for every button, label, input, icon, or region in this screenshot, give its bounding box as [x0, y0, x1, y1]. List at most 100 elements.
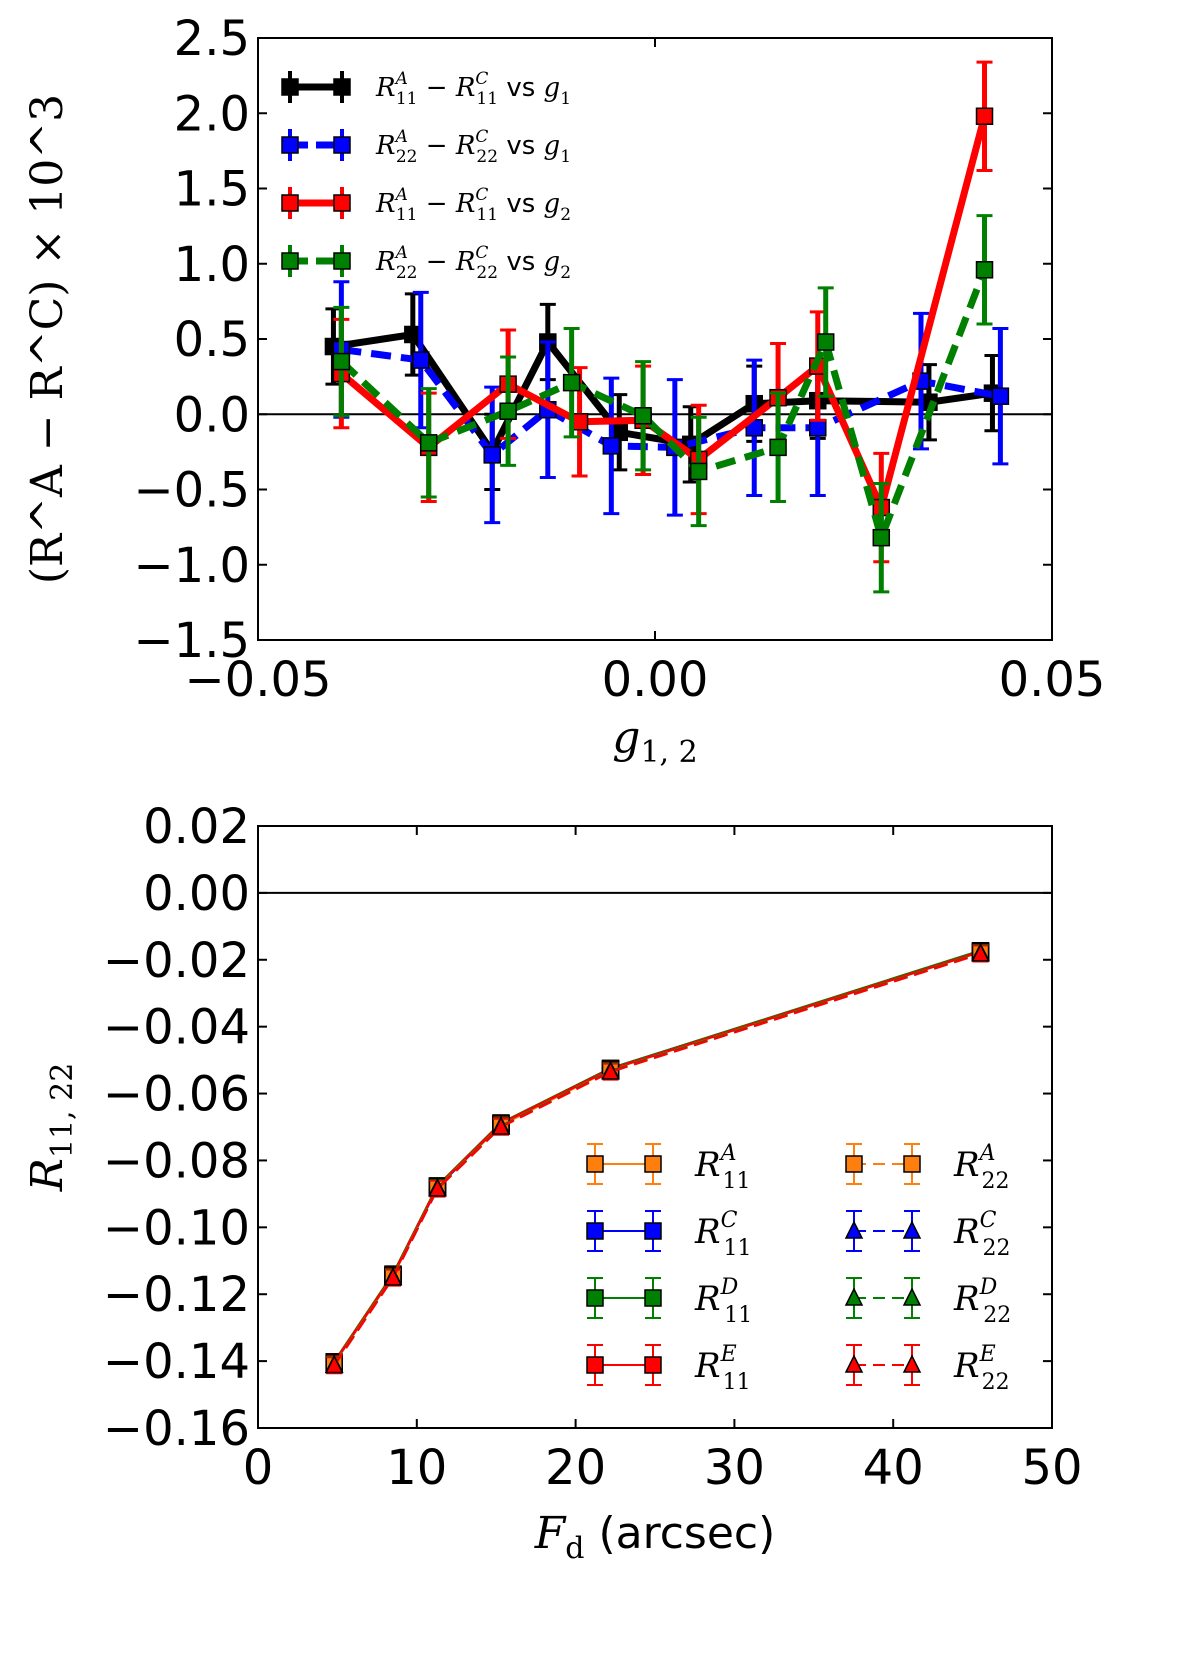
legend-sup: A: [394, 127, 408, 147]
legend-item-6: RD 22: [844, 1275, 1011, 1328]
y-tick-label: −0.10: [103, 1200, 250, 1256]
legend-marker: [333, 78, 351, 96]
data-point: [975, 107, 994, 126]
data-point: [412, 351, 430, 369]
legend-sub: 22: [982, 1169, 1010, 1194]
y-tick-label: 2.0: [174, 86, 250, 142]
legend-r: R: [694, 1145, 721, 1185]
legend-item-0: RA 11 − RC 11 vs g1: [281, 69, 571, 109]
top-chart: −1.5 −1.0 −0.5 0.0 0.5 1.0 1.5 2.0 2.5 −0.05 0.00 0…: [22, 11, 1105, 770]
legend-vs: vs: [498, 131, 543, 161]
series-line: [338, 268, 988, 549]
legend-marker: [281, 78, 299, 96]
legend-minus: −: [418, 131, 456, 161]
legend-gsub: 2: [560, 205, 571, 225]
legend-sup: A: [719, 1141, 737, 1166]
y-tick-label: 0.5: [174, 312, 250, 368]
data-point: [809, 419, 827, 437]
x-tick-label: −0.05: [184, 652, 331, 708]
legend-sub: 11: [396, 205, 418, 225]
y-label-sub: 11, 22: [45, 1063, 80, 1158]
legend-label: RA 22 − RC 22 vs g2: [375, 243, 571, 283]
legend-item-3: RE 11: [586, 1342, 751, 1395]
data-point: [499, 402, 517, 420]
legend-label: RA 11 − RC 11 vs g2: [375, 185, 571, 225]
legend-r: R: [953, 1212, 980, 1252]
legend-marker: [902, 1354, 922, 1373]
x-tick-label: 0.00: [602, 652, 709, 708]
legend-sub: 22: [396, 263, 418, 283]
legend-label: RA 22 − RC 22 vs g1: [375, 127, 571, 167]
y-tick-label: −0.14: [103, 1334, 250, 1390]
y-tick-label: −0.08: [103, 1133, 250, 1189]
legend-g: g: [544, 189, 561, 219]
legend-g: g: [544, 73, 561, 103]
legend-marker: [333, 252, 351, 270]
x-label-sub: 1, 2: [640, 735, 697, 770]
legend-sub: 11: [723, 1236, 751, 1261]
y-axis-label: (R^A − R^C) × 10^3: [22, 94, 73, 584]
legend-marker: [845, 1155, 863, 1173]
legend-sup: C: [721, 1208, 738, 1233]
y-tick-label: −0.06: [103, 1067, 250, 1123]
legend-sup: A: [978, 1141, 996, 1166]
legend-marker: [644, 1222, 662, 1240]
x-tick-label: 20: [545, 1440, 606, 1496]
y-tick-label: −0.04: [103, 1000, 250, 1056]
legend-vs: vs: [498, 247, 543, 277]
legend-label: RC 22: [953, 1208, 1010, 1261]
x-label-unit: (arcsec): [584, 1508, 775, 1559]
legend-label: RA 22: [953, 1141, 1010, 1194]
legend-vs: vs: [498, 73, 543, 103]
data-point: [562, 373, 581, 392]
legend-r: R: [455, 189, 476, 219]
legend-r: R: [953, 1279, 980, 1319]
bottom-chart: −0.16 −0.14 −0.12 −0.10 −0.08 −0.06 −0.04 −0.02…: [22, 799, 1083, 1566]
legend-marker: [903, 1155, 921, 1173]
legend-item-1: RC 11: [586, 1208, 751, 1261]
y-tick-label: 1.5: [174, 162, 250, 218]
legend-item-2: RA 11 − RC 11 vs g2: [281, 185, 571, 225]
legend-marker: [281, 252, 299, 270]
y-tick-label: −1.0: [133, 538, 250, 594]
legend-sup: D: [720, 1275, 739, 1300]
x-tick-label: 0.05: [999, 652, 1106, 708]
x-label-main: g: [612, 712, 640, 763]
x-tick-label: 0: [243, 1440, 274, 1496]
legend-sub: 11: [724, 1303, 752, 1328]
legend-sub: 22: [396, 147, 418, 167]
data-point: [383, 1267, 403, 1286]
legend-marker: [644, 1289, 662, 1307]
data-point: [975, 261, 994, 279]
legend-item-3: RA 22 − RC 22 vs g2: [281, 243, 571, 283]
legend-item-2: RD 11: [586, 1275, 752, 1328]
legend-gsub: 1: [560, 147, 571, 167]
legend-sub: 22: [982, 1236, 1010, 1261]
legend-gsub: 2: [560, 263, 571, 283]
y-tick-label: 0.00: [143, 866, 250, 922]
legend-label: RA 11 − RC 11 vs g1: [375, 69, 571, 109]
legend-sub: 22: [982, 1370, 1010, 1395]
legend-item-0: RA 11: [586, 1141, 751, 1194]
legend-minus: −: [418, 189, 456, 219]
y-axis-label: R11, 22: [22, 1063, 80, 1193]
legend-r: R: [953, 1145, 980, 1185]
legend-sub: 11: [723, 1169, 751, 1194]
data-point: [491, 1116, 511, 1135]
y-tick-label: −0.02: [103, 933, 250, 989]
legend-marker: [644, 1356, 662, 1374]
legend-sub: 11: [723, 1370, 751, 1395]
legend-sup: C: [475, 127, 488, 147]
data-point: [991, 387, 1010, 405]
legend-r: R: [694, 1346, 721, 1386]
legend-item-1: RA 22 − RC 22 vs g1: [281, 127, 571, 167]
plot-frame: [257, 825, 1053, 1429]
series-line: [333, 952, 981, 1367]
legend-r: R: [694, 1212, 721, 1252]
legend-marker: [586, 1356, 604, 1374]
series-3: [332, 214, 994, 594]
legend-marker: [902, 1287, 922, 1306]
legend-marker: [281, 194, 299, 212]
y-tick-label: 1.0: [174, 237, 250, 293]
